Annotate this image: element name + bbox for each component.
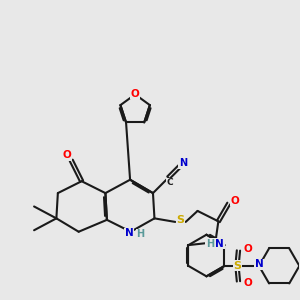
Text: S: S: [234, 261, 242, 271]
Text: N: N: [125, 228, 134, 238]
Text: N: N: [255, 260, 264, 269]
Text: N: N: [178, 158, 187, 168]
Text: O: O: [243, 278, 252, 288]
Text: O: O: [62, 150, 71, 160]
Text: N: N: [215, 238, 224, 249]
Text: O: O: [131, 89, 140, 99]
Text: O: O: [231, 196, 240, 206]
Text: O: O: [243, 244, 252, 254]
Text: H: H: [136, 229, 144, 239]
Text: H: H: [206, 238, 214, 249]
Text: C: C: [166, 178, 172, 188]
Text: S: S: [177, 215, 184, 225]
